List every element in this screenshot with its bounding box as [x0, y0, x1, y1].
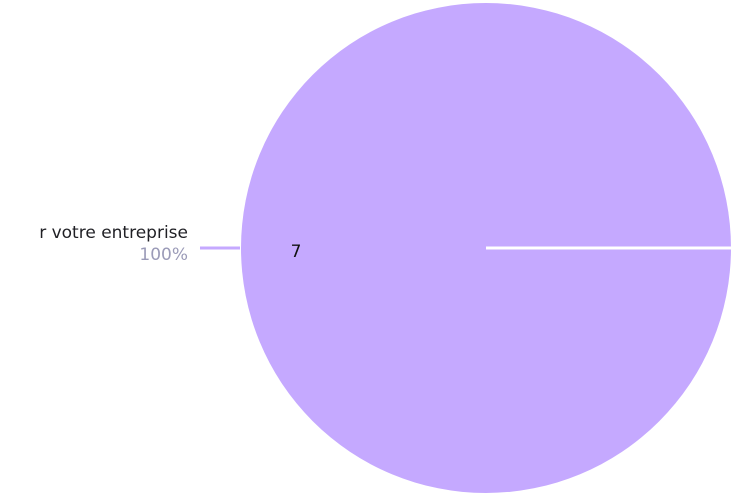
- slice-value-label: 7: [291, 242, 302, 262]
- slice-label: r votre entreprise: [39, 223, 188, 243]
- slice-percent-label: 100%: [139, 245, 188, 265]
